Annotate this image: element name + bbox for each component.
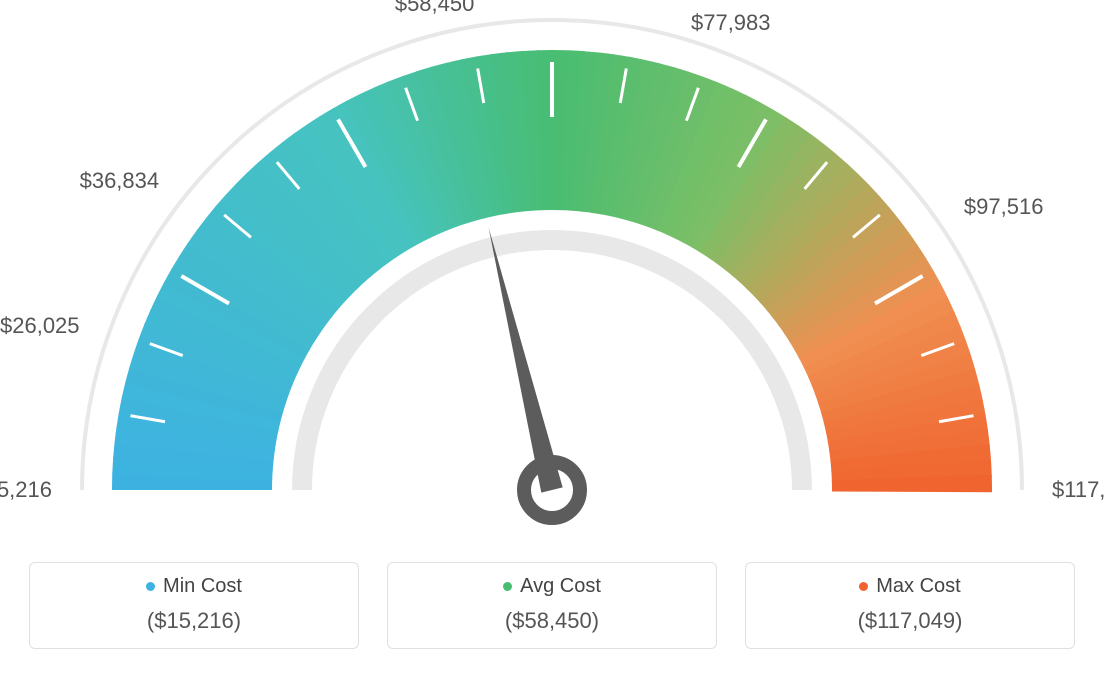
legend-dot-avg [503,582,512,591]
legend-title-min: Min Cost [146,575,242,598]
gauge-chart: $15,216 $26,025 $36,834 $58,450 $77,983 $97,5… [0,0,1104,545]
legend-value-max: ($117,049) [746,608,1074,634]
legend-card-min: Min Cost ($15,216) [29,562,359,649]
gauge-tick-label: $26,025 [0,313,80,339]
legend-title-min-text: Min Cost [163,575,242,598]
gauge-tick-label: $97,516 [964,194,1044,220]
gauge-tick-label: $58,450 [395,0,475,17]
legend-value-min: ($15,216) [30,608,358,634]
gauge-svg [0,0,1104,545]
legend-dot-min [146,582,155,591]
legend-title-avg-text: Avg Cost [520,575,601,598]
legend-value-avg: ($58,450) [388,608,716,634]
gauge-tick-label: $15,216 [0,477,52,503]
gauge-tick-label: $77,983 [691,10,771,36]
legend-title-avg: Avg Cost [503,575,601,598]
legend-title-max: Max Cost [859,575,960,598]
legend-title-max-text: Max Cost [876,575,960,598]
gauge-tick-label: $117,049 [1052,477,1104,503]
legend-row: Min Cost ($15,216) Avg Cost ($58,450) Ma… [0,562,1104,649]
legend-card-max: Max Cost ($117,049) [745,562,1075,649]
gauge-tick-label: $36,834 [80,168,160,194]
legend-dot-max [859,582,868,591]
legend-card-avg: Avg Cost ($58,450) [387,562,717,649]
